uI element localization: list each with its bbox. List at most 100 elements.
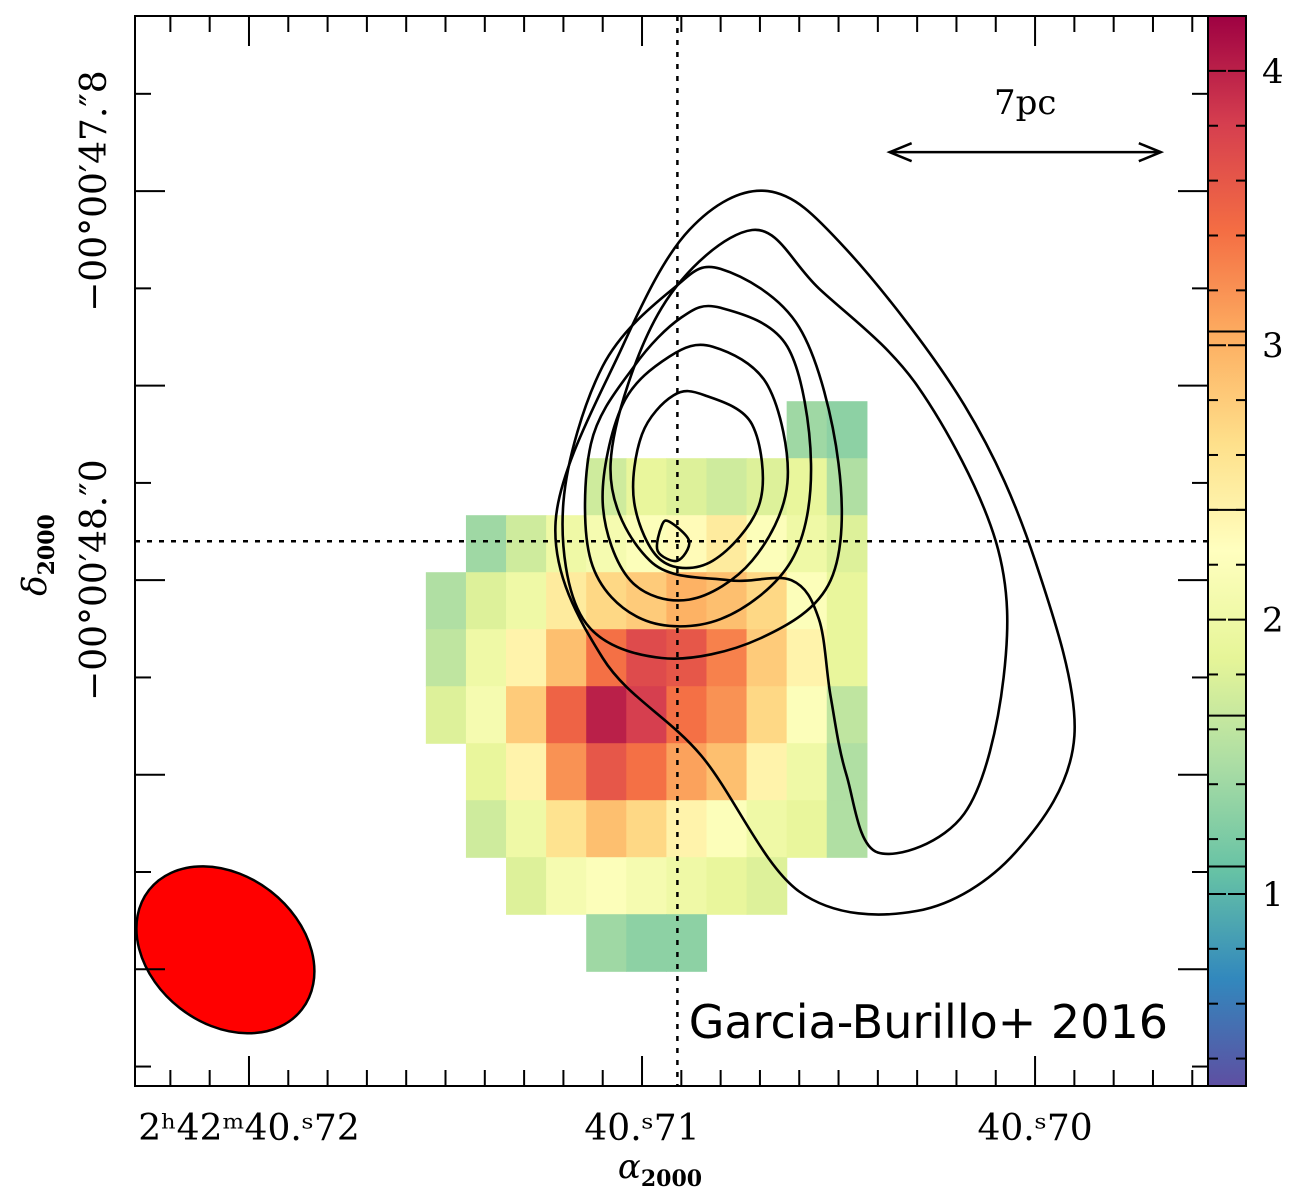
x-tick-label: 2ʰ42ᵐ40.ˢ72 (138, 1108, 360, 1149)
heatmap-pixel (826, 743, 868, 801)
heatmap-pixel (746, 857, 788, 915)
heatmap-pixel (706, 629, 748, 687)
heatmap-pixel (826, 572, 868, 630)
heatmap-pixel (506, 515, 547, 573)
heatmap-pixel (546, 686, 587, 744)
heatmap-pixel (586, 572, 627, 630)
scale-bar-arrow-right (1138, 142, 1165, 163)
heatmap-pixel (465, 686, 507, 744)
contour-line (583, 304, 813, 628)
x-axis-subscript: 2000 (641, 1166, 702, 1192)
heatmap-pixel (506, 686, 547, 744)
colorbar: 1 2 3 4 (1207, 15, 1284, 1087)
heatmap-pixel (786, 800, 828, 858)
y-tick-label: −00°00′48.″0 (74, 459, 115, 701)
heatmap-pixel (666, 686, 708, 744)
heatmap-pixel (586, 629, 627, 687)
contour-line (554, 189, 1076, 916)
heatmap-pixel (506, 572, 547, 630)
heatmap-pixel (425, 686, 467, 744)
heatmap-pixel (425, 572, 467, 630)
plot-area (135, 16, 1208, 1086)
colorbar-ticks: 1 2 3 4 (1208, 52, 1284, 1060)
heatmap-pixel (746, 515, 788, 573)
heatmap-pixel (746, 458, 788, 516)
heatmap-pixel (586, 914, 627, 972)
heatmap-pixel (626, 515, 667, 573)
heatmap-pixel (706, 800, 748, 858)
contour-lines (554, 189, 1076, 916)
heatmap-pixel (746, 743, 788, 801)
heatmap-pixel (786, 743, 828, 801)
heatmap-pixel (706, 857, 748, 915)
heatmap-pixel (786, 629, 828, 687)
y-axis-title: δ2000 (15, 514, 60, 596)
heatmap-pixel (706, 458, 748, 516)
heatmap-pixel (666, 857, 708, 915)
y-tick-label: −00°00′47.″8 (74, 70, 115, 312)
heatmap-pixel (786, 458, 828, 516)
scale-bar: 7pc (886, 83, 1165, 163)
heatmap-pixel (826, 629, 868, 687)
x-tick-label: 40.ˢ70 (977, 1108, 1092, 1149)
heatmap-pixel (746, 800, 788, 858)
colorbar-tick-label: 2 (1262, 601, 1284, 641)
heatmap-pixel (666, 458, 708, 516)
y-axis-subscript: 2000 (34, 514, 60, 575)
heatmap-pixel (465, 629, 507, 687)
heatmap-pixel (746, 629, 788, 687)
heatmap-pixel (826, 515, 868, 573)
heatmap-pixel (586, 800, 627, 858)
colorbar-tick-label: 1 (1262, 875, 1284, 915)
x-tick-label: 40.ˢ71 (584, 1108, 699, 1149)
beam-ellipse (135, 865, 316, 1035)
heatmap-pixel (626, 914, 667, 972)
heatmap-pixel (666, 914, 708, 972)
heatmap-pixel (626, 800, 667, 858)
x-axis-title: α2000 (618, 1147, 702, 1192)
heatmap-pixel (786, 515, 828, 573)
heatmap-pixel (626, 857, 667, 915)
heatmap-pixel (546, 629, 587, 687)
annotation-citation: Garcia-Burillo+ 2016 (689, 995, 1168, 1049)
heatmap-pixel (506, 800, 547, 858)
heatmap-pixel (586, 857, 627, 915)
heatmap-pixel (826, 458, 868, 516)
tick-labels: 2ʰ42ᵐ40.ˢ72 40.ˢ71 40.ˢ70 −00°00′47.″8 −00°0… (74, 70, 1093, 1149)
colorbar-tick-label: 4 (1262, 52, 1284, 92)
heatmap-pixel (546, 743, 587, 801)
scale-bar-arrow-left (886, 142, 913, 163)
heatmap-pixels (425, 401, 868, 972)
colorbar-tick-label: 3 (1262, 326, 1284, 366)
heatmap-pixel (506, 743, 547, 801)
heatmap-pixel (506, 857, 547, 915)
contour-line (601, 343, 790, 602)
heatmap-pixel (706, 515, 748, 573)
contour-line (655, 519, 691, 563)
contour-line (561, 265, 844, 660)
heatmap-pixel (546, 800, 587, 858)
heatmap-pixel (586, 686, 627, 744)
heatmap-pixel (465, 515, 507, 573)
heatmap-pixel (465, 800, 507, 858)
heatmap-pixel (666, 800, 708, 858)
beam-shape (135, 865, 316, 1035)
scale-bar-label: 7pc (994, 83, 1056, 123)
heatmap-pixel (425, 629, 467, 687)
heatmap-pixel (626, 743, 667, 801)
heatmap-pixel (786, 686, 828, 744)
colorbar-gradient (1207, 15, 1247, 1087)
heatmap-pixel (465, 572, 507, 630)
heatmap-pixel (546, 857, 587, 915)
x-axis-symbol: α (618, 1147, 641, 1187)
contour-line (609, 228, 1009, 856)
contour-line (631, 389, 765, 570)
heatmap-pixel (465, 743, 507, 801)
crosshair (135, 16, 1208, 1086)
heatmap-pixel (666, 743, 708, 801)
y-axis-symbol: δ (15, 575, 55, 595)
axis-ticks (135, 16, 1208, 1086)
heatmap-pixel (746, 686, 788, 744)
heatmap-pixel (586, 743, 627, 801)
